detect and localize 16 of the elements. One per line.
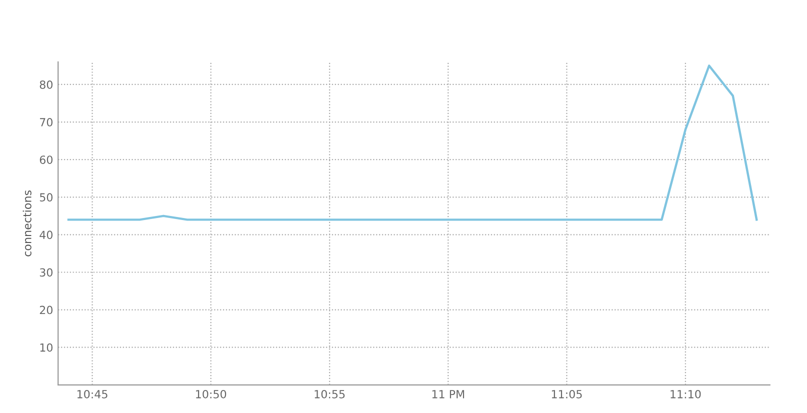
y-tick-label: 80 <box>40 80 53 89</box>
x-tick-label: 10:50 <box>196 390 226 398</box>
x-tick-label: 10:55 <box>314 390 345 398</box>
x-tick-label: 11:10 <box>670 390 701 398</box>
line-series <box>67 64 758 221</box>
y-tick-label: 50 <box>40 193 53 202</box>
x-tick-label: 10:45 <box>77 390 108 398</box>
y-tick-label: 40 <box>40 230 53 240</box>
y-tick-label: 70 <box>40 118 53 126</box>
x-tick-label: 11 PM <box>432 390 464 398</box>
y-tick-label: 20 <box>40 306 53 314</box>
x-tick-label: 11:05 <box>552 390 582 398</box>
y-tick-label: 10 <box>40 343 53 352</box>
y-axis-title: connections <box>22 190 32 256</box>
y-tick-label: 30 <box>40 268 53 277</box>
y-tick-label: 60 <box>40 156 53 164</box>
